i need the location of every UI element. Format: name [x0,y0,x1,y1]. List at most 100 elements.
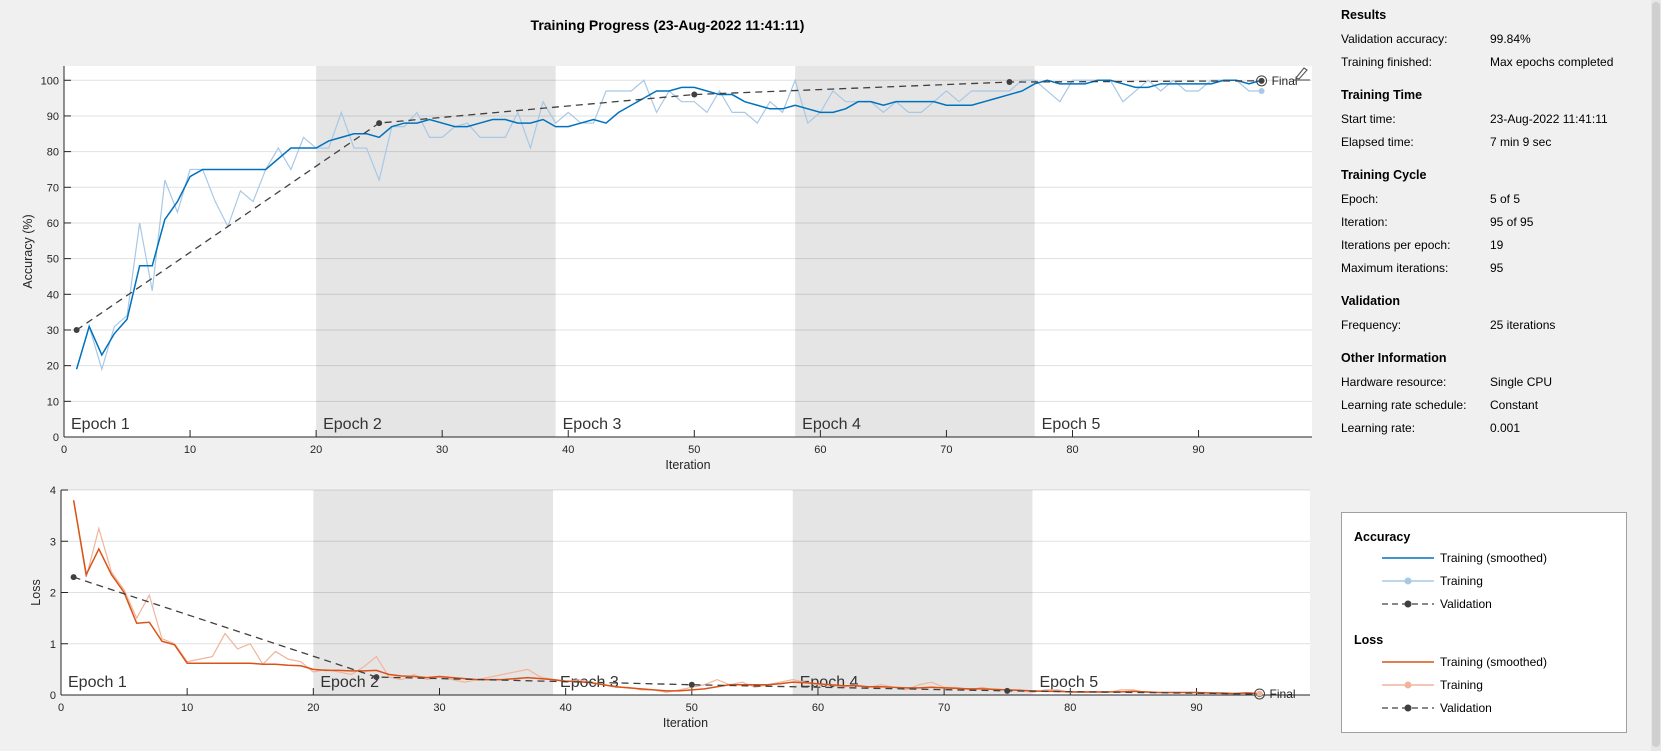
legend-label: Training (smoothed) [1440,551,1547,565]
x-tick-label: 80 [1064,702,1076,714]
info-label: Training finished: [1341,55,1432,69]
epoch-label: Epoch 1 [68,674,127,691]
scrollbar-thumb[interactable] [1652,2,1660,747]
epoch-label: Epoch 5 [1042,416,1101,433]
y-tick-label: 100 [41,75,59,87]
validation-heading: Validation [1341,294,1401,308]
info-row: Start time: 23-Aug-2022 11:41:11 [1341,108,1641,131]
legend-line-icon [1382,557,1434,559]
validation-point [1006,79,1013,86]
final-label: Final [1272,74,1298,88]
x-axis-label: Iteration [665,458,710,472]
y-tick-label: 0 [50,690,56,702]
vertical-scrollbar[interactable] [1651,0,1661,751]
info-value: 0.001 [1490,421,1521,435]
info-label: Iteration: [1341,215,1388,229]
info-label: Start time: [1341,112,1396,126]
x-tick-label: 0 [58,702,64,714]
final-marker [1256,75,1268,87]
validation-line [76,80,1262,331]
legend-accuracy-smoothed: Training (smoothed) [1382,549,1547,567]
final-label: Final [1270,687,1296,701]
y-tick-label: 70 [47,182,59,194]
legend-label: Training [1440,574,1483,588]
training-time-heading: Training Time [1341,88,1423,102]
x-tick-label: 60 [814,444,826,456]
info-value: 95 [1490,261,1504,275]
legend-dashed-marker-icon [1382,704,1434,712]
training-final-point [1256,690,1263,697]
legend-loss-validation: Validation [1382,699,1492,717]
training-smoothed-line [72,500,1260,695]
x-tick-label: 20 [307,702,319,714]
y-tick-label: 10 [47,396,59,408]
legend-label: Training [1440,678,1483,692]
info-label: Epoch: [1341,192,1379,206]
x-axis-label: Iteration [663,716,708,730]
info-value: 23-Aug-2022 11:41:11 [1490,112,1608,126]
info-row: Validation accuracy: 99.84% [1341,28,1641,51]
info-label: Elapsed time: [1341,135,1414,149]
info-label: Iterations per epoch: [1341,238,1451,252]
x-tick-label: 30 [433,702,445,714]
info-label: Hardware resource: [1341,375,1447,389]
info-label: Learning rate schedule: [1341,398,1467,412]
page-title: Training Progress (23-Aug-2022 11:41:11) [530,17,805,33]
validation-point [1258,77,1265,84]
info-label: Validation accuracy: [1341,32,1448,46]
legend-line-icon [1382,661,1434,663]
x-tick-label: 40 [560,702,572,714]
x-tick-label: 90 [1192,444,1204,456]
info-value: 7 min 9 sec [1490,135,1552,149]
x-tick-label: 10 [181,702,193,714]
y-tick-label: 20 [47,361,59,373]
training-final-point [1258,87,1265,94]
y-axis-label: Loss [29,579,43,605]
legend-loss-training: Training [1382,676,1483,694]
legend-accuracy-training: Training [1382,572,1483,590]
epoch-label: Epoch 2 [323,416,382,433]
y-tick-label: 0 [53,432,59,444]
training-cycle-heading: Training Cycle [1341,168,1427,182]
info-row: Learning rate: 0.001 [1341,417,1641,440]
info-row: Learning rate schedule: Constant [1341,394,1641,417]
y-tick-label: 30 [47,325,59,337]
x-tick-label: 30 [436,444,448,456]
y-tick-label: 1 [50,639,56,651]
y-tick-label: 50 [47,254,59,266]
legend-label: Training (smoothed) [1440,655,1547,669]
info-value: Single CPU [1490,375,1553,389]
info-row: Elapsed time: 7 min 9 sec [1341,131,1641,154]
legend-line-marker-icon [1382,681,1434,689]
x-tick-label: 40 [562,444,574,456]
epoch-shade [792,490,1033,695]
info-value: 25 iterations [1490,318,1556,332]
legend-loss-heading: Loss [1354,633,1384,647]
legend-label: Validation [1440,701,1492,715]
info-value: Constant [1490,398,1539,412]
info-label: Learning rate: [1341,421,1416,435]
y-tick-label: 90 [47,111,59,123]
x-tick-label: 70 [940,444,952,456]
info-row: Frequency: 25 iterations [1341,314,1641,337]
y-tick-label: 60 [47,218,59,230]
info-label: Frequency: [1341,318,1402,332]
epoch-label: Epoch 4 [802,416,861,433]
x-tick-label: 80 [1066,444,1078,456]
validation-point [688,681,695,688]
epoch-shade [795,66,1035,437]
info-row: Maximum iterations: 95 [1341,257,1641,280]
x-tick-label: 70 [938,702,950,714]
info-value: 19 [1490,238,1504,252]
validation-point [70,574,77,581]
y-tick-label: 4 [50,485,56,497]
accuracy-chart: Epoch 1 Epoch 2 Epoch 3 Epoch 4 Epoch 5 0 10 20… [21,66,1312,472]
legend-accuracy-heading: Accuracy [1354,530,1411,544]
validation-point [691,91,698,98]
info-row: Training finished: Max epochs completed [1341,51,1641,74]
info-value: 99.84% [1490,32,1531,46]
other-information-heading: Other Information [1341,351,1447,365]
y-axis-label: Accuracy (%) [21,214,35,288]
epoch-label: Epoch 3 [563,416,622,433]
final-marker [1254,688,1266,700]
